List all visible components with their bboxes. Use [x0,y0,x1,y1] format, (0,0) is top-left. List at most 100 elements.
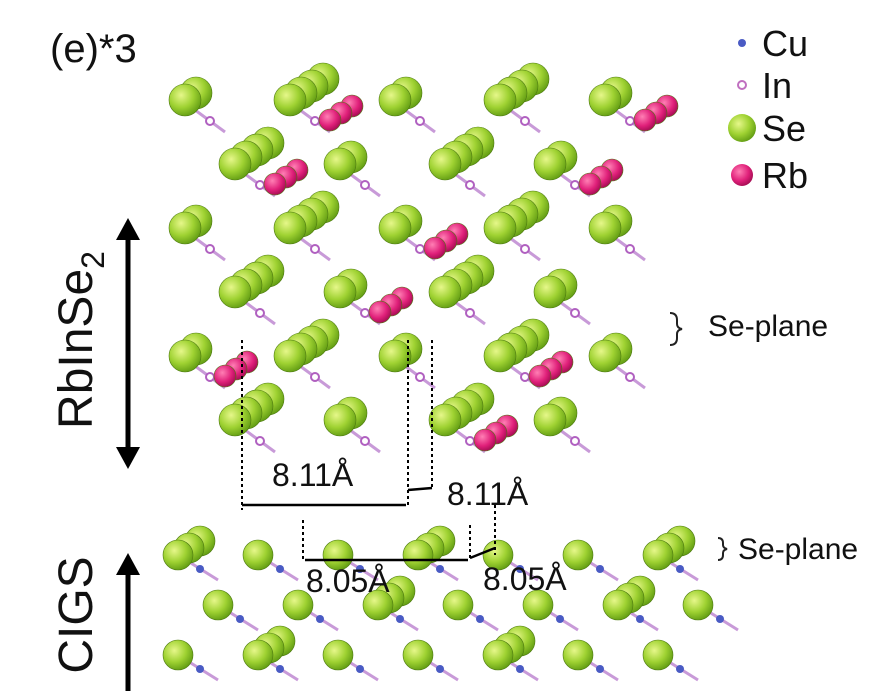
se-atom [589,84,621,116]
rb-atom [474,429,496,451]
se-atom [643,540,673,570]
se-atom [169,212,201,244]
in-atom [311,117,319,125]
in-atom [256,437,264,445]
se-atom [324,404,356,436]
se-atom [403,540,433,570]
legend-label: Se [762,108,806,149]
cu-atom [196,665,204,673]
se-atom [203,590,233,620]
in-atom [626,117,634,125]
rb-atom [529,365,551,387]
cu-atom [196,565,204,573]
in-atom [521,245,529,253]
cu-atom [436,565,444,573]
rb-atom [579,173,601,195]
in-atom [206,245,214,253]
se-atom [534,404,566,436]
lattice-label: 8.11Å [272,457,354,493]
se-atom [379,84,411,116]
legend-label: Rb [762,155,808,196]
in-atom [626,245,634,253]
se-atom [429,276,461,308]
se-atom [323,640,353,670]
se-atom [534,276,566,308]
cu-atom [356,665,364,673]
in-atom [466,437,474,445]
se-atom [219,148,251,180]
rb-atom [634,109,656,131]
se-atom [274,212,306,244]
se-atom [443,590,473,620]
se-atom [643,640,673,670]
se-atom [683,590,713,620]
se-atom [589,212,621,244]
se-atom [403,640,433,670]
cu-atom [676,565,684,573]
in-atom [311,373,319,381]
se-atom [274,84,306,116]
cu-atom [556,615,564,623]
lattice-label: 8.11Å [447,476,529,512]
cu-atom [316,615,324,623]
se-atom [429,404,461,436]
se-atom [243,540,273,570]
background [0,0,885,691]
in-atom [416,117,424,125]
cu-atom [716,615,724,623]
rb-atom [424,237,446,259]
cu-atom [236,615,244,623]
in-atom [416,245,424,253]
se-atom [219,276,251,308]
se-atom [484,340,516,372]
legend-label: Cu [762,23,808,64]
cu-atom [516,665,524,673]
in-atom [256,309,264,317]
in-atom [361,437,369,445]
se-atom [219,404,251,436]
cu-atom [276,665,284,673]
lattice-label: 8.05Å [306,563,390,599]
se-atom [603,590,633,620]
se-atom [169,340,201,372]
layer-label-sub: 2 [75,251,111,269]
in-atom [571,309,579,317]
se-atom [483,640,513,670]
cu-atom [596,665,604,673]
cu-atom [476,615,484,623]
se-atom [274,340,306,372]
cu-atom [636,615,644,623]
layer-label-main: RbInSe [50,269,103,429]
se-atom [324,148,356,180]
cu-atom [276,565,284,573]
cu-atom [596,565,604,573]
in-atom [256,181,264,189]
in-atom [571,437,579,445]
se-atom [163,640,193,670]
se-atom [379,212,411,244]
in-atom [626,373,634,381]
rb-atom [214,365,236,387]
se-plane-label: Se-plane [738,533,858,566]
cu-atom [436,665,444,673]
se-atom [484,84,516,116]
rb-atom [264,173,286,195]
rb-atom [319,109,341,131]
in-atom [521,117,529,125]
in-atom [466,309,474,317]
cu-atom [676,665,684,673]
in-atom [416,373,424,381]
in-atom [361,309,369,317]
layer-label: RbInSe2 [50,251,111,429]
figure: (e)*3 Cu In Se Rb RbInSe2 CIGS 8.11Å 8.1… [0,0,885,691]
in-atom [571,181,579,189]
panel-label: (e)*3 [50,27,137,71]
legend-rb-marker [731,164,753,186]
se-atom [484,212,516,244]
layer-label: CIGS [50,556,103,673]
in-atom [361,181,369,189]
legend-se-marker [728,114,756,142]
se-atom [563,540,593,570]
in-atom [206,373,214,381]
in-atom [521,373,529,381]
